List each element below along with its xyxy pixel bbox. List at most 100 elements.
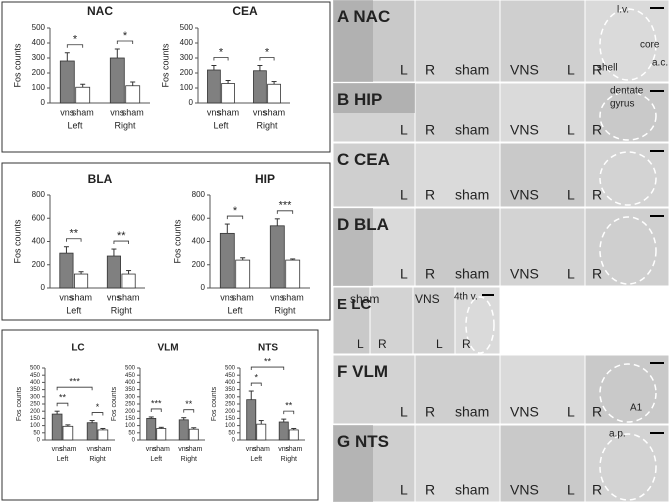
tile-label: L: [567, 266, 575, 282]
series-label: sham: [122, 107, 144, 117]
y-tick-label: 100: [180, 83, 194, 92]
tile-label: VNS: [510, 62, 539, 78]
significance-label: **: [264, 356, 272, 366]
tile-label: R: [592, 122, 602, 138]
y-tick-label: 250: [225, 402, 236, 408]
x-category-label: Right: [181, 456, 197, 463]
y-tick-label: 250: [30, 402, 41, 408]
bar: [51, 413, 63, 441]
significance-bracket: [250, 382, 262, 387]
chart-title: HIP: [255, 172, 275, 186]
tile-label: sham: [455, 187, 489, 203]
y-tick-label: 450: [225, 373, 236, 379]
y-tick-label: 400: [192, 237, 206, 246]
panel-label: A NAC: [337, 7, 390, 26]
y-tick-label: 150: [225, 416, 236, 422]
dark-region: [333, 425, 373, 502]
y-tick-label: 800: [192, 190, 206, 199]
y-axis-label: Fos counts: [211, 386, 218, 421]
y-tick-label: 200: [225, 409, 236, 415]
micrograph-tile: [414, 0, 501, 83]
significance-label: **: [185, 399, 193, 409]
series-label: vns: [107, 292, 122, 302]
x-category-label: Right: [111, 305, 133, 315]
significance-label: **: [285, 400, 293, 410]
significance-label: **: [59, 393, 67, 403]
bar: [109, 57, 125, 104]
tile-label: L: [400, 187, 408, 203]
y-axis-label: Fos counts: [111, 386, 118, 421]
significance-bracket: [116, 40, 134, 44]
micrograph-tile: [499, 354, 586, 425]
y-tick-label: 300: [30, 394, 41, 400]
tile-label: L: [567, 187, 575, 203]
micrograph-tile: [454, 286, 501, 355]
bar: [246, 399, 257, 441]
significance-bracket: [66, 44, 84, 48]
series-label: sham: [263, 107, 285, 117]
y-tick-label: 0: [41, 98, 46, 107]
anatomy-note: l.v.: [617, 5, 629, 16]
series-label: sham: [59, 446, 76, 453]
significance-label: *: [123, 30, 128, 42]
tile-label: L: [567, 404, 575, 420]
y-tick-label: 0: [189, 98, 194, 107]
tile-label: L: [567, 122, 575, 138]
significance-label: *: [219, 46, 224, 58]
y-tick-label: 350: [225, 387, 236, 393]
bar: [188, 428, 199, 441]
micrograph-tile: [499, 0, 586, 83]
y-tick-label: 400: [180, 38, 194, 47]
y-tick-label: 250: [125, 402, 136, 408]
micrograph-tile: [499, 207, 586, 287]
bar: [288, 429, 299, 441]
bar: [253, 70, 267, 104]
tile-label: R: [425, 404, 435, 420]
y-axis-label: Fos counts: [16, 386, 23, 421]
micrograph-tile: [584, 354, 669, 425]
y-tick-label: 600: [32, 213, 46, 222]
panel-region: BLA: [354, 215, 389, 234]
anatomy-note: shell: [597, 63, 618, 74]
series-label: sham: [118, 292, 140, 302]
micrograph-tile: [414, 424, 501, 503]
series-label: vns: [270, 292, 285, 302]
bar: [285, 259, 301, 289]
dark-region: [333, 83, 415, 113]
tile-label: sham: [455, 482, 489, 498]
bar: [178, 419, 189, 441]
panel-letter: F: [337, 362, 347, 381]
y-tick-label: 400: [125, 380, 136, 386]
y-tick-label: 300: [180, 53, 194, 62]
x-category-label: Left: [227, 305, 243, 315]
bar: [106, 255, 121, 289]
tile-label: VNS: [510, 187, 539, 203]
series-label: sham: [185, 446, 202, 453]
tile-label: L: [436, 337, 443, 351]
tile-label: L: [400, 62, 408, 78]
significance-label: *: [233, 205, 238, 217]
tile-label: VNS: [510, 404, 539, 420]
series-label: sham: [70, 292, 92, 302]
y-tick-label: 50: [228, 430, 235, 436]
micrograph-tile: [584, 142, 669, 208]
tile-label: L: [567, 62, 575, 78]
y-tick-label: 800: [32, 190, 46, 199]
y-tick-label: 300: [125, 394, 136, 400]
panel-region: CEA: [354, 150, 390, 169]
tile-label: L: [400, 122, 408, 138]
micrograph-tile: [414, 207, 501, 287]
bar: [121, 273, 136, 289]
bar: [219, 232, 235, 289]
panel-letter: C: [337, 150, 349, 169]
anatomy-note: A1: [630, 403, 643, 414]
series-label: vns: [59, 292, 74, 302]
y-tick-label: 400: [32, 38, 46, 47]
bar: [86, 422, 98, 441]
y-tick-label: 500: [180, 23, 194, 32]
series-label: vns: [52, 446, 63, 453]
tile-label: L: [357, 337, 364, 351]
panel-letter: E: [337, 296, 347, 313]
chart-title: NAC: [87, 4, 113, 18]
